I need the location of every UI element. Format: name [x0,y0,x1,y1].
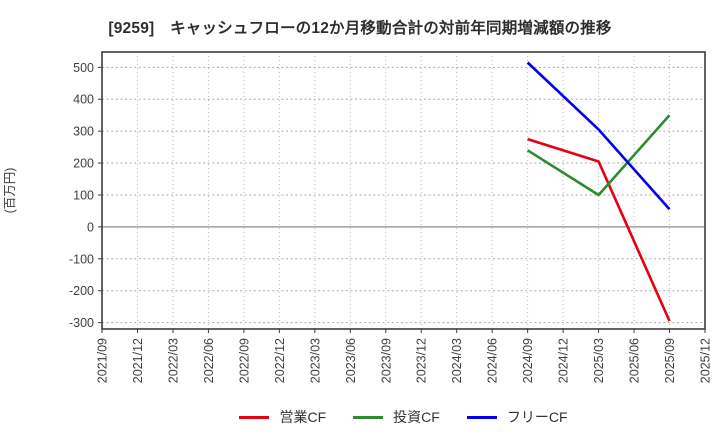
x-tick-label: 2022/03 [166,338,180,383]
legend: 営業CF 投資CF フリーCF [102,407,705,427]
y-tick-label: 100 [73,188,94,202]
y-tick-label: -100 [69,252,94,266]
x-tick-label: 2025/03 [592,338,606,383]
x-tick-label: 2024/09 [521,338,535,383]
y-tick-label: -200 [69,284,94,298]
x-tick-label: 2022/06 [202,338,216,383]
x-tick-label: 2021/12 [131,338,145,383]
y-axis-title: (百万円) [3,168,17,214]
x-tick-label: 2024/12 [557,338,571,383]
legend-swatch-investing-cf [353,415,384,419]
legend-item-free-cf: フリーCF [466,407,568,427]
legend-label-free-cf: フリーCF [506,409,568,425]
y-tick-label: 200 [73,157,94,171]
series-line-営業CF [527,137,671,322]
series-line-投資CF [526,114,671,197]
legend-item-operating-cf: 営業CF [239,407,326,427]
x-tick-label: 2023/12 [415,338,429,383]
plot-border [101,51,706,330]
x-tick-label: 2021/09 [96,338,110,383]
x-tick-label: 2022/12 [273,338,287,383]
legend-swatch-operating-cf [239,415,270,419]
y-tick-label: 300 [73,125,94,139]
y-tick-label: 400 [73,93,94,107]
x-tick-label: 2025/06 [628,338,642,383]
x-tick-label: 2023/03 [308,338,322,383]
x-tick-label: 2025/09 [663,338,677,383]
legend-label-operating-cf: 営業CF [279,409,327,425]
chart-title: [9259] キャッシュフローの12か月移動合計の対前年同期増減額の推移 [108,20,612,37]
x-tick-label: 2022/09 [237,338,251,383]
legend-swatch-free-cf [466,415,497,419]
x-tick-label: 2023/06 [344,338,358,383]
legend-label-investing-cf: 投資CF [393,409,440,425]
y-tick-label: 500 [73,61,94,75]
x-tick-label: 2023/09 [379,338,393,383]
x-tick-label: 2024/06 [486,338,500,383]
series-line-フリーCF [526,61,671,211]
y-tick-label: 0 [87,220,94,234]
y-tick-label: -300 [69,316,94,330]
legend-item-investing-cf: 投資CF [353,407,440,427]
x-tick-label: 2024/03 [450,338,464,383]
x-tick-label: 2025/12 [699,338,713,383]
